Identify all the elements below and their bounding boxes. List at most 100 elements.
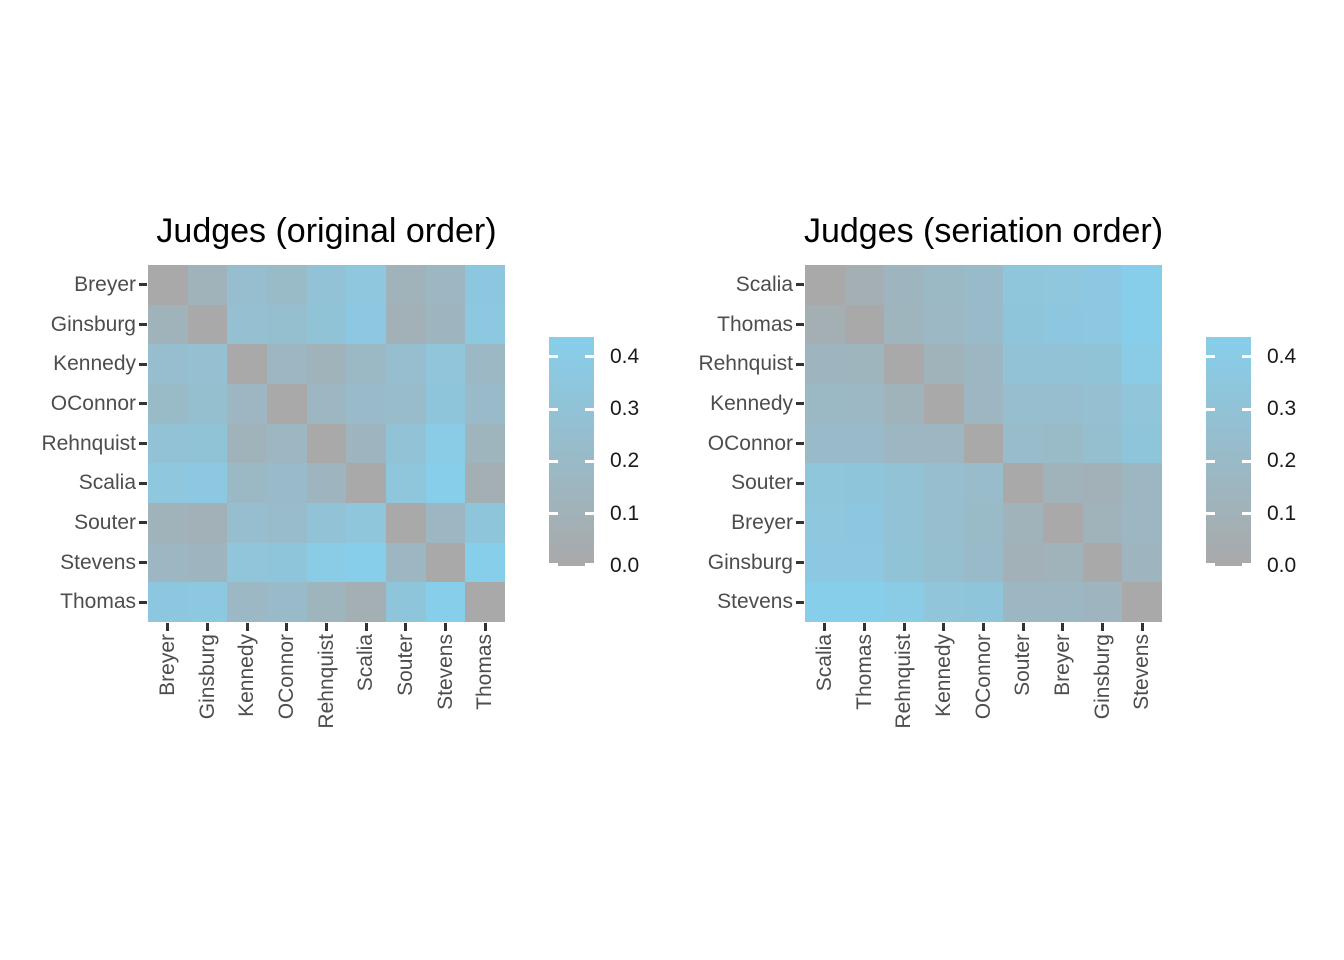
heatmap-cell [1083,265,1122,305]
heatmap-cell [346,582,386,622]
heatmap-cell [227,424,267,463]
x-axis-tick [483,623,487,631]
heatmap-cell [1083,424,1122,463]
colorbar-tick [1242,407,1251,411]
heatmap-cell [227,503,267,543]
colorbar-tick [585,407,594,411]
colorbar-tick-label: 0.3 [1267,397,1297,421]
heatmap-cell [845,424,884,463]
heatmap-cell [884,384,924,424]
heatmap-cell [426,582,465,622]
heatmap-cell [307,463,346,503]
y-axis-tick [139,362,147,366]
heatmap-cell [884,582,924,622]
heatmap-cell [188,265,227,305]
heatmap-cell [346,424,386,463]
heatmap-cell [924,582,964,622]
y-axis-label: Scalia [735,272,793,296]
heatmap-cell [924,543,964,582]
heatmap-cell [346,463,386,503]
heatmap-cell [1003,543,1043,582]
heatmap-cell [465,503,505,543]
heatmap-cell [227,344,267,384]
heatmap-cell [1122,503,1162,543]
colorbar-tick-label: 0.1 [1267,501,1297,525]
colorbar-tick-label: 0.0 [610,554,640,577]
heatmap-cell [1083,463,1122,503]
heatmap-cell [346,543,386,582]
heatmap-cell [805,265,845,305]
heatmap-cell [227,265,267,305]
x-axis-label: Souter [1011,634,1035,696]
x-axis-tick [245,623,249,631]
y-axis-tick [796,600,804,604]
y-axis-label: Stevens [717,590,793,614]
x-axis-label: Ginsburg [195,634,219,720]
heatmap-cell [267,582,307,622]
y-axis-label: Rehnquist [698,352,793,376]
y-axis-tick [796,362,804,366]
x-axis-tick [285,623,289,631]
heatmap-cell [386,344,426,384]
heatmap-cell [267,384,307,424]
x-axis-label: Souter [393,634,417,696]
heatmap-cell [227,305,267,344]
heatmap-cell [267,503,307,543]
x-axis-tick [902,623,906,631]
colorbar-tick-label: 0.2 [610,449,640,473]
colorbar-tick-label: 0.0 [1267,554,1297,577]
heatmap-cell [465,265,505,305]
heatmap-cell [805,503,845,543]
heatmap-cell [307,384,346,424]
heatmap-cell [1122,384,1162,424]
heatmap-cell [1083,344,1122,384]
heatmap-cell [884,543,924,582]
heatmap-cell [148,424,188,463]
colorbar-tick [1206,459,1215,463]
heatmap-cell [227,543,267,582]
heatmap-cell [1122,424,1162,463]
y-axis-tick [796,323,804,326]
heatmap-cell [1043,305,1083,344]
heatmap-cell [1122,305,1162,344]
heatmap-cell [465,543,505,582]
colorbar-tick [1206,355,1215,359]
heatmap-cell [1083,582,1122,622]
panel-original-order: Judges (original order) Breyer Ginsburg Ke… [41,212,640,729]
heatmap-cell [1083,384,1122,424]
heatmap-cell [267,543,307,582]
colorbar-tick [1206,563,1215,566]
y-axis-tick [796,283,804,287]
heatmap-cell [307,265,346,305]
panel-seriation-order: Judges (seriation order) Scalia Thomas Reh… [657,0,1344,960]
heatmap-cell [805,543,845,582]
x-axis-tick [942,623,946,631]
heatmap-cell [227,463,267,503]
x-axis-label: Thomas [473,634,497,710]
heatmap-cell [964,543,1003,582]
heatmap-cell [964,265,1003,305]
x-axis-label: Breyer [155,634,179,696]
x-axis-tick [325,623,328,631]
heatmap-cell [845,582,884,622]
heatmap-cell [386,424,426,463]
heatmap-cell [884,424,924,463]
x-axis-tick [1061,623,1065,631]
heatmap-cell [845,265,884,305]
heatmap-cell [386,384,426,424]
y-axis-label: Souter [731,471,793,495]
x-axis-tick [823,623,827,631]
x-axis-tick [444,623,447,631]
colorbar-tick-label: 0.3 [610,397,640,421]
x-axis-label: Stevens [1130,634,1154,710]
x-axis-label: Rehnquist [892,634,916,729]
heatmap-cell [845,463,884,503]
heatmap-cell [148,543,188,582]
y-axis-label: OConnor [707,431,793,455]
heatmap-cell [805,305,845,344]
x-axis-label: Stevens [433,634,457,710]
heatmap-cell [1083,305,1122,344]
y-axis-tick [139,561,147,564]
colorbar-tick [549,563,558,566]
x-axis-label: Kennedy [931,634,955,717]
